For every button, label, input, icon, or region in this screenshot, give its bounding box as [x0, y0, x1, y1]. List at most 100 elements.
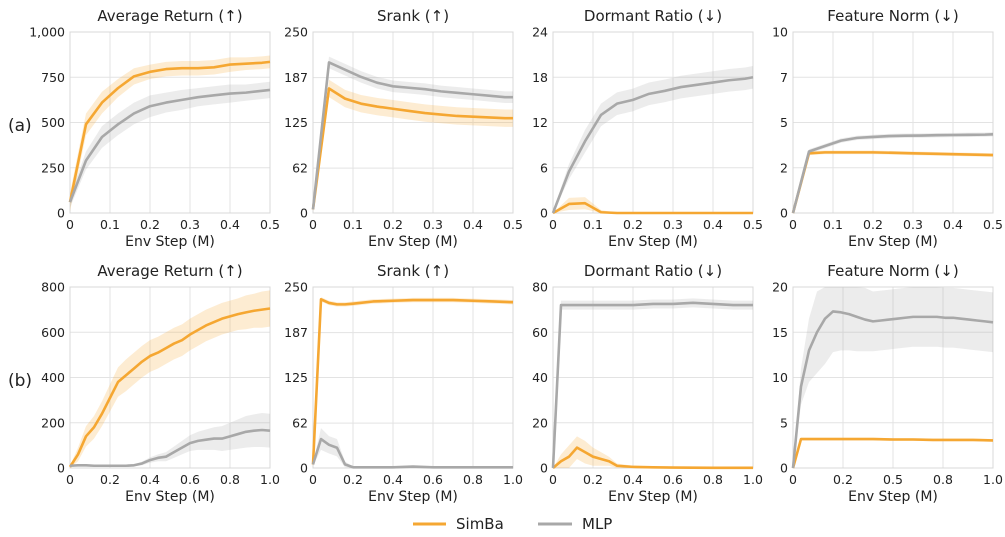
chart-a-dormant-ratio-xtick-3: 0.3 — [663, 217, 683, 232]
chart-b-dormant-ratio-xtick-0: 0 — [549, 472, 557, 487]
legend: SimBa MLP — [413, 515, 612, 533]
chart-a-average-return-ytick-3: 750 — [41, 70, 65, 85]
chart-a-srank-xtick-3: 0.3 — [423, 217, 443, 232]
chart-a-average-return-ytick-4: 1,000 — [29, 25, 65, 40]
chart-a-dormant-ratio-band-mlp — [553, 65, 753, 213]
chart-b-srank-ytick-1: 62 — [292, 416, 308, 431]
chart-a-average-return-xtick-5: 0.5 — [260, 217, 280, 232]
chart-a-dormant-ratio-line-simba — [552, 201, 753, 215]
chart-b-average-return-xtick-3: 0.6 — [180, 472, 200, 487]
chart-b-srank-ytick-4: 250 — [284, 280, 308, 295]
chart-b-feature-norm-ytick-4: 20 — [772, 280, 788, 295]
chart-a-dormant-ratio: 0 6 12 18 24 0 0.1 0.2 0.3 0.4 0.5 Dormant Ratio (↓… — [532, 7, 763, 250]
chart-a-feature-norm-ytick-1: 2 — [780, 160, 788, 175]
chart-b-average-return-xtick-1: 0.2 — [100, 472, 120, 487]
chart-a-dormant-ratio-band-simba — [553, 197, 753, 213]
chart-a-srank-xtick-2: 0.2 — [383, 217, 403, 232]
chart-a-dormant-ratio-xtick-4: 0.4 — [703, 217, 723, 232]
chart-a-srank-xtick-0: 0 — [309, 217, 317, 232]
chart-b-feature-norm-ytick-1: 5 — [780, 415, 788, 430]
chart-b-srank-ytick-0: 0 — [300, 461, 308, 476]
chart-a-average-return-line-mlp — [68, 88, 271, 203]
chart-a-average-return-line-simba — [68, 60, 271, 203]
chart-b-average-return-ytick-4: 800 — [41, 280, 65, 295]
chart-a-srank-frame — [312, 31, 514, 214]
chart-b-average-return-line-simba — [68, 307, 271, 468]
chart-b-dormant-ratio-line-mlp — [551, 301, 753, 469]
chart-b-dormant-ratio-xtick-5: 1.0 — [743, 472, 763, 487]
chart-b-feature-norm-frame — [792, 286, 994, 469]
chart-a-average-return-ytick-0: 0 — [57, 206, 65, 221]
chart-a-average-return-xtick-1: 0.1 — [100, 217, 120, 232]
chart-a-feature-norm-ytick-2: 5 — [780, 115, 788, 130]
chart-b-dormant-ratio-ytick-0: 0 — [540, 461, 548, 476]
chart-a-average-return-xtick-0: 0 — [66, 217, 74, 232]
chart-b-average-return-frame — [69, 286, 271, 469]
chart-b-srank-title: Srank (↑) — [377, 262, 449, 280]
chart-b-feature-norm-band-mlp — [793, 287, 993, 468]
chart-b-average-return-line-mlp — [69, 428, 271, 468]
chart-b-average-return-ytick-2: 400 — [41, 370, 65, 385]
chart-a-dormant-ratio-ytick-0: 0 — [540, 206, 548, 221]
chart-b-srank-xtick-0: 0 — [309, 472, 317, 487]
chart-a-srank-band-mlp — [313, 56, 513, 212]
chart-b-average-return-xtick-4: 0.8 — [220, 472, 240, 487]
chart-a-srank-xlabel: Env Step (M) — [368, 234, 458, 250]
chart-a-srank-line-simba — [311, 87, 513, 210]
chart-b-srank-band-simba — [313, 297, 513, 467]
chart-b-dormant-ratio-xtick-4: 0.8 — [703, 472, 723, 487]
chart-a-srank: 0 62 125 187 250 0 0.1 0.2 0.3 0.4 0.5 Srank (↑) Env… — [284, 7, 523, 250]
chart-a-srank-ytick-1: 62 — [292, 161, 308, 176]
chart-a-feature-norm-title: Feature Norm (↓) — [827, 7, 958, 25]
chart-a-feature-norm-band-mlp — [793, 132, 993, 213]
chart-a-srank-title: Srank (↑) — [377, 7, 449, 25]
chart-b-feature-norm-ytick-2: 10 — [772, 370, 788, 385]
chart-b-dormant-ratio-xtick-3: 0.6 — [663, 472, 683, 487]
chart-b-dormant-ratio: 0 20 40 60 80 0 0.2 0.4 0.6 0.8 1.0 Dormant Ratio (… — [532, 262, 763, 505]
chart-a-dormant-ratio-xtick-0: 0 — [549, 217, 557, 232]
chart-b-feature-norm-line-mlp — [791, 310, 994, 469]
chart-b-srank-ytick-2: 125 — [284, 370, 308, 385]
chart-a-average-return-ytick-2: 500 — [41, 115, 65, 130]
chart-b-srank-xtick-5: 1.0 — [503, 472, 523, 487]
chart-a-feature-norm-frame — [792, 31, 994, 214]
chart-b-dormant-ratio-line-simba — [552, 446, 753, 470]
chart-a-feature-norm-ytick-0: 0 — [780, 206, 788, 221]
chart-a-feature-norm-xtick-0: 0 — [789, 217, 797, 232]
chart-b-feature-norm-ytick-3: 15 — [772, 325, 788, 340]
chart-b-feature-norm-xtick-1: 0.2 — [833, 472, 853, 487]
chart-a-dormant-ratio-ytick-3: 18 — [532, 70, 548, 85]
chart-a-feature-norm-ytick-4: 10 — [772, 25, 788, 40]
chart-a-dormant-ratio-xlabel: Env Step (M) — [608, 234, 698, 250]
chart-a-srank-ytick-0: 0 — [300, 206, 308, 221]
chart-b-average-return-ytick-3: 600 — [41, 325, 65, 340]
chart-b-average-return-band-mlp — [70, 413, 270, 467]
chart-a-average-return-band-simba — [70, 55, 270, 212]
chart-b-feature-norm: 0 5 10 15 20 0 0.2 0.5 0.8 1.0 Feature Norm (↓) Env… — [772, 262, 1003, 505]
chart-b-srank-xtick-3: 0.6 — [423, 472, 443, 487]
chart-a-srank-ytick-2: 125 — [284, 115, 308, 130]
row-label-b: (b) — [8, 371, 32, 391]
chart-b-average-return: 0 200 400 600 800 0 0.2 0.4 0.6 0.8 1.0 Average Ret… — [41, 262, 280, 505]
chart-b-srank-xtick-1: 0.2 — [343, 472, 363, 487]
chart-a-feature-norm-ytick-3: 7 — [780, 70, 788, 85]
chart-a-average-return-title: Average Return (↑) — [97, 7, 242, 25]
chart-b-srank-frame — [312, 286, 514, 469]
row-label-a: (a) — [8, 116, 32, 136]
chart-a-dormant-ratio-ytick-4: 24 — [532, 25, 548, 40]
chart-b-average-return-xtick-5: 1.0 — [260, 472, 280, 487]
legend-label-simba: SimBa — [456, 515, 504, 533]
chart-a-feature-norm-xlabel: Env Step (M) — [848, 234, 938, 250]
chart-b-feature-norm-line-simba — [791, 437, 994, 469]
chart-b-srank-xlabel: Env Step (M) — [368, 489, 458, 505]
chart-a-dormant-ratio-xtick-1: 0.1 — [583, 217, 603, 232]
chart-b-average-return-ytick-1: 200 — [41, 415, 65, 430]
chart-a-srank-ytick-4: 250 — [284, 25, 308, 40]
chart-b-feature-norm-xtick-2: 0.5 — [883, 472, 903, 487]
chart-a-srank-xtick-1: 0.1 — [343, 217, 363, 232]
chart-b-dormant-ratio-ytick-2: 40 — [532, 370, 548, 385]
chart-b-dormant-ratio-ytick-1: 20 — [532, 415, 548, 430]
chart-a-dormant-ratio-ytick-1: 6 — [540, 160, 548, 175]
chart-b-average-return-ytick-0: 0 — [57, 461, 65, 476]
chart-a-feature-norm-xtick-4: 0.4 — [943, 217, 963, 232]
